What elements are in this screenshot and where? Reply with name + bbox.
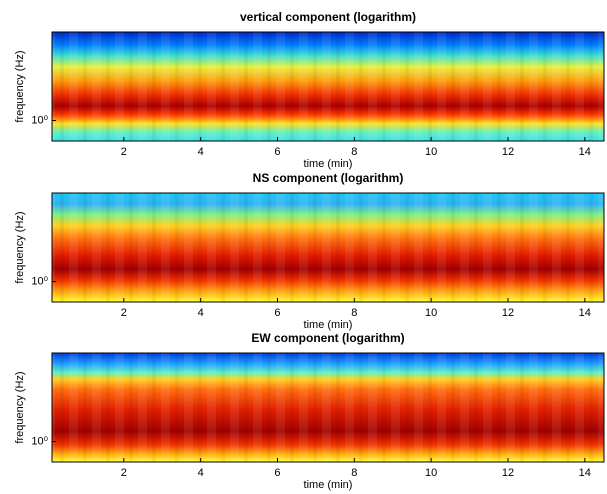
x-tick-label: 10 [425,146,437,158]
x-tick-label: 6 [274,307,280,319]
spectrogram-texture [52,353,604,462]
x-tick-label: 12 [502,467,514,479]
x-tick-label: 12 [502,307,514,319]
panel-title: NS component (logarithm) [253,171,404,185]
x-tick-label: 4 [198,146,204,158]
x-tick-label: 6 [274,467,280,479]
plot-frame [51,352,605,463]
panel-title: vertical component (logarithm) [240,10,416,24]
y-tick-label: 10⁰ [31,114,48,126]
x-tick-label: 8 [351,146,357,158]
plot-frame [51,31,605,142]
x-tick-label: 14 [579,307,591,319]
x-tick-label: 2 [121,467,127,479]
x-axis-label: time (min) [304,479,353,491]
x-tick-label: 2 [121,307,127,319]
y-axis-label: frequency (Hz) [14,371,26,443]
spectrogram-texture [52,32,604,141]
x-tick-label: 4 [198,467,204,479]
x-tick-label: 8 [351,307,357,319]
x-tick-label: 4 [198,307,204,319]
panel-title: EW component (logarithm) [251,331,404,345]
spectrogram-texture [52,193,604,302]
x-tick-label: 12 [502,146,514,158]
x-tick-label: 14 [579,146,591,158]
x-tick-label: 2 [121,146,127,158]
y-tick-label: 10⁰ [31,435,48,447]
x-tick-label: 8 [351,467,357,479]
x-axis-label: time (min) [304,319,353,331]
y-tick-label: 10⁰ [31,275,48,287]
x-tick-label: 6 [274,146,280,158]
y-axis-label: frequency (Hz) [14,50,26,122]
x-tick-label: 10 [425,307,437,319]
x-tick-label: 14 [579,467,591,479]
x-tick-label: 10 [425,467,437,479]
y-axis-label: frequency (Hz) [14,211,26,283]
plot-frame [51,192,605,303]
x-axis-label: time (min) [304,158,353,170]
